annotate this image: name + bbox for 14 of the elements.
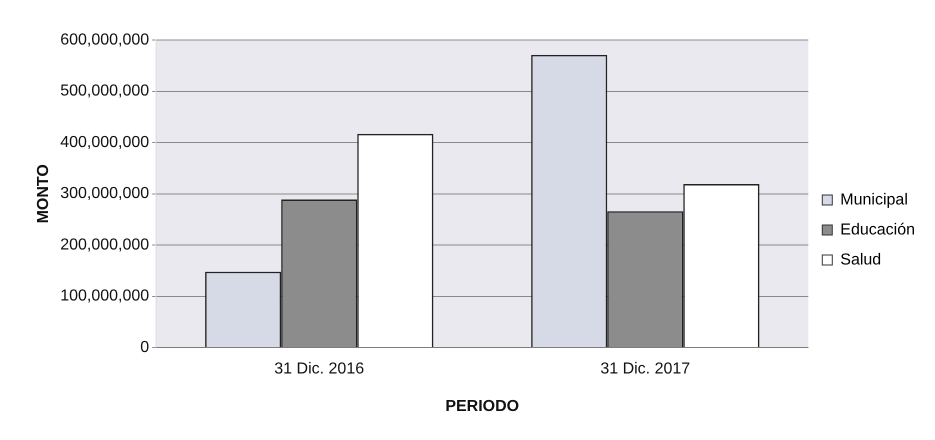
x-tick-label: 31 Dic. 2016 xyxy=(274,360,364,378)
y-tick-label: 0 xyxy=(140,339,150,356)
legend-label: Educación xyxy=(840,221,915,238)
y-tick-label: 600,000,000 xyxy=(60,31,150,48)
y-tick-label: 200,000,000 xyxy=(60,236,150,254)
y-tick-label: 400,000,000 xyxy=(60,134,150,151)
x-axis-title: PERIODO xyxy=(445,398,520,415)
legend-label: Municipal xyxy=(840,191,908,208)
y-tick-label: 500,000,000 xyxy=(60,82,150,100)
y-tick-label: 300,000,000 xyxy=(60,185,150,202)
x-tick-label: 31 Dic. 2017 xyxy=(600,360,690,378)
legend-label: Salud xyxy=(840,251,882,268)
y-tick-label: 100,000,000 xyxy=(60,288,150,305)
y-axis-title: MONTO xyxy=(35,164,52,224)
